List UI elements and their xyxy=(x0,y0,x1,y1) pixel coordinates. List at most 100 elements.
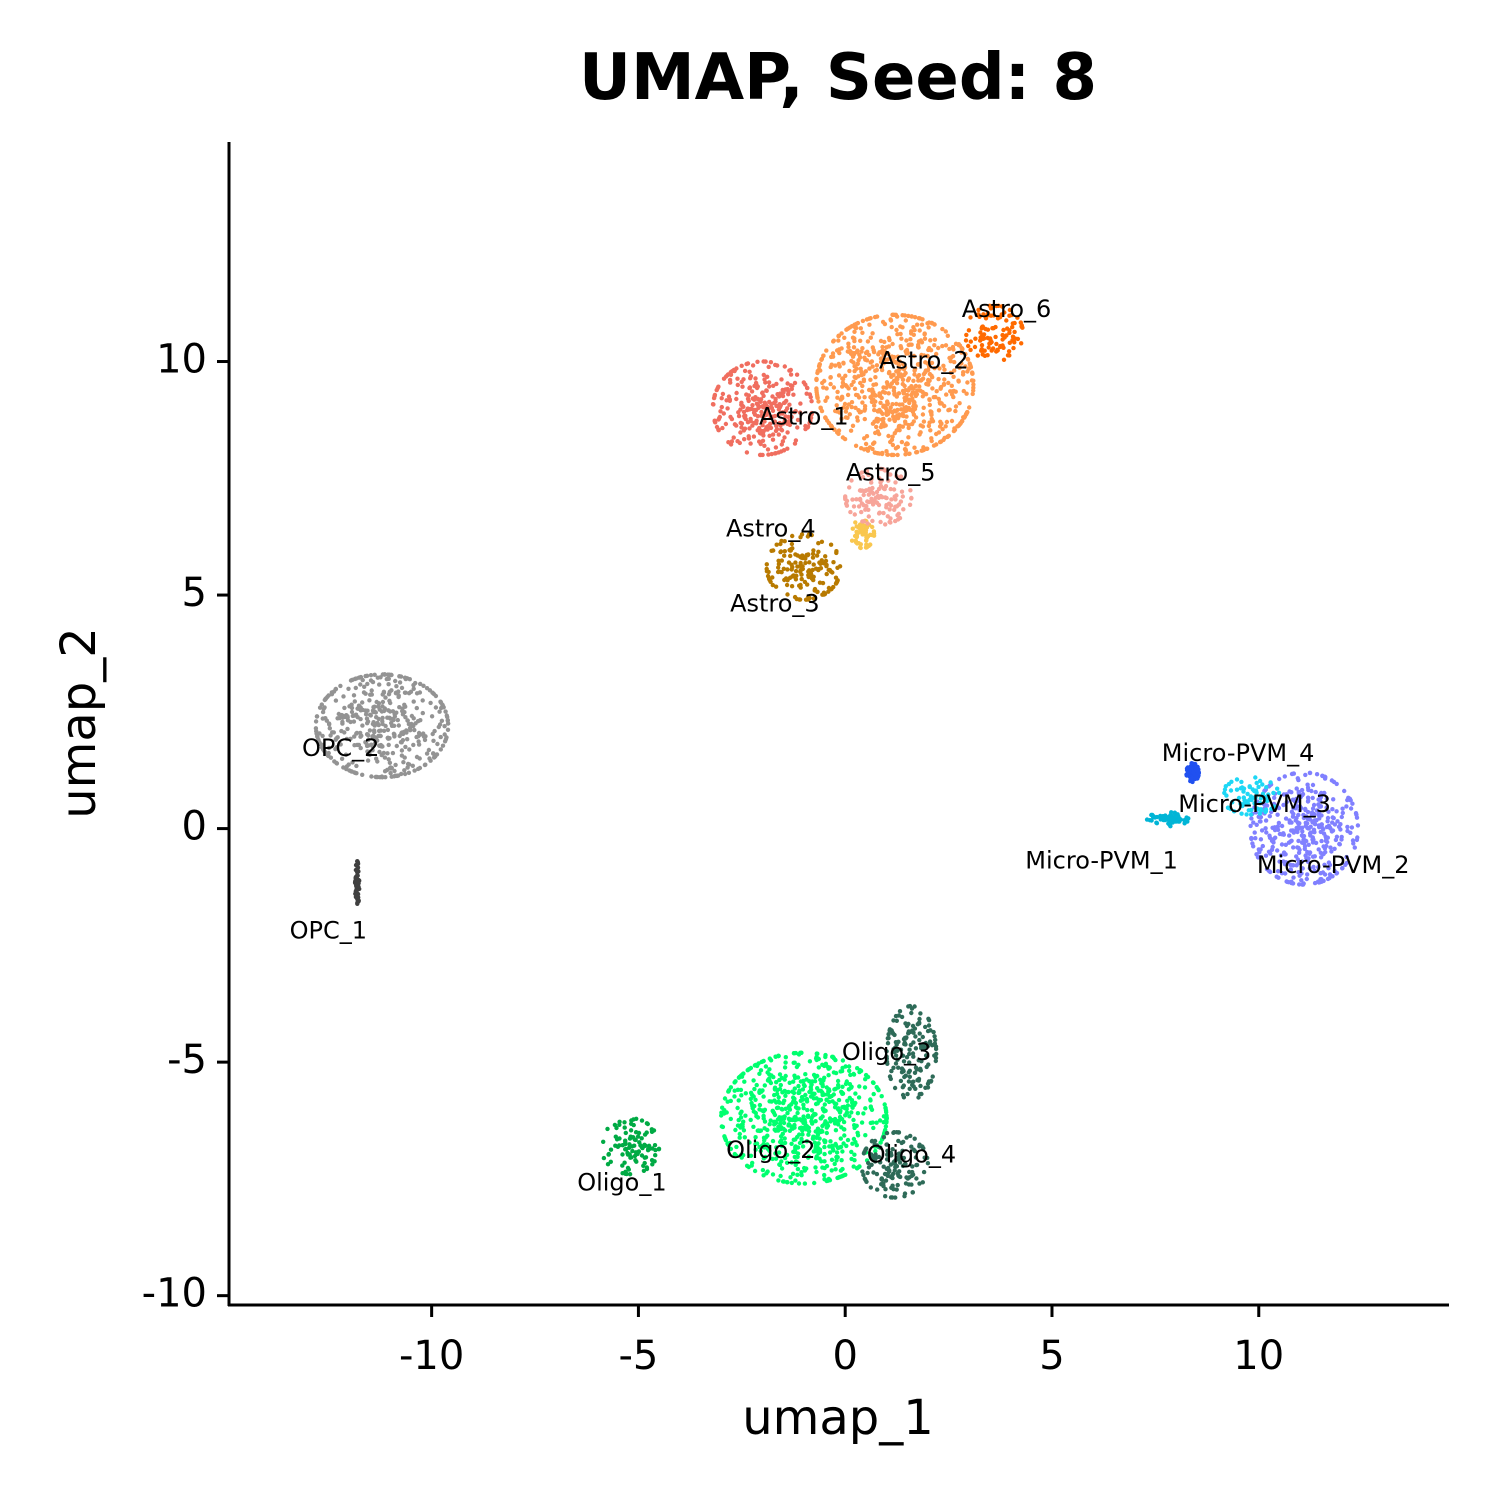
point xyxy=(342,705,347,711)
point xyxy=(1329,849,1334,854)
point xyxy=(1310,806,1316,811)
point xyxy=(1231,809,1237,814)
point xyxy=(860,318,866,324)
point xyxy=(851,1102,857,1108)
point xyxy=(860,475,866,480)
point xyxy=(847,485,852,490)
point xyxy=(1304,814,1309,819)
point xyxy=(917,384,922,389)
point xyxy=(851,1136,857,1142)
point xyxy=(1283,816,1289,821)
point xyxy=(1310,819,1316,824)
point xyxy=(870,364,875,369)
point xyxy=(947,346,952,352)
point xyxy=(904,1023,910,1029)
point xyxy=(883,1194,888,1199)
point xyxy=(843,1081,849,1087)
point xyxy=(773,445,779,450)
point xyxy=(1001,327,1006,333)
point xyxy=(898,474,904,479)
point xyxy=(747,426,752,431)
point xyxy=(1313,789,1318,795)
point xyxy=(759,409,764,415)
point xyxy=(903,370,908,376)
point xyxy=(841,405,846,410)
point xyxy=(797,1117,803,1122)
point xyxy=(770,432,776,437)
point xyxy=(776,558,781,563)
point xyxy=(894,1164,900,1169)
point xyxy=(963,338,969,343)
point xyxy=(911,378,916,383)
point xyxy=(1299,787,1305,793)
point xyxy=(368,673,374,678)
point xyxy=(845,415,850,420)
point xyxy=(776,1099,781,1104)
point xyxy=(808,418,813,423)
point xyxy=(895,377,900,382)
point xyxy=(894,1018,899,1023)
point xyxy=(971,378,976,383)
point xyxy=(390,750,396,756)
point xyxy=(908,337,913,342)
point xyxy=(957,365,962,370)
point xyxy=(1316,813,1322,818)
point xyxy=(936,345,941,351)
point xyxy=(393,678,398,684)
point xyxy=(799,576,804,582)
point xyxy=(741,377,746,382)
point xyxy=(887,519,892,525)
point xyxy=(823,1138,828,1144)
point xyxy=(787,547,792,553)
point xyxy=(1258,837,1264,842)
cluster-label-astro-2: Astro_2 xyxy=(879,347,969,375)
point xyxy=(1297,821,1302,826)
point xyxy=(761,1135,767,1141)
point xyxy=(951,374,956,379)
point xyxy=(1300,882,1306,887)
point xyxy=(1288,862,1293,867)
point xyxy=(855,393,860,398)
point xyxy=(844,1143,849,1149)
point xyxy=(728,442,734,447)
point xyxy=(889,497,894,502)
point xyxy=(863,1106,868,1111)
point xyxy=(384,676,389,682)
point xyxy=(1317,809,1322,815)
point xyxy=(792,574,797,579)
point xyxy=(846,1064,852,1069)
point xyxy=(362,684,367,689)
point xyxy=(871,533,877,538)
point xyxy=(915,322,920,327)
point xyxy=(714,424,720,430)
point xyxy=(909,1173,915,1179)
point xyxy=(1010,334,1016,339)
point xyxy=(806,532,812,537)
point xyxy=(905,1091,910,1097)
point xyxy=(1339,837,1344,842)
point xyxy=(942,377,947,382)
point xyxy=(1277,776,1282,782)
point xyxy=(860,527,865,532)
point xyxy=(902,1162,907,1167)
point xyxy=(601,1155,607,1161)
point xyxy=(1252,788,1257,794)
point xyxy=(776,1150,782,1155)
point xyxy=(777,1077,782,1083)
point xyxy=(910,1023,916,1029)
point xyxy=(850,526,855,531)
point xyxy=(925,1085,931,1090)
point xyxy=(939,401,944,406)
point xyxy=(1281,859,1286,864)
point xyxy=(391,717,396,723)
point xyxy=(866,514,871,519)
point xyxy=(727,377,733,383)
point xyxy=(866,1160,871,1166)
point xyxy=(870,524,875,530)
point xyxy=(427,756,432,761)
point xyxy=(353,685,358,691)
point xyxy=(1340,810,1346,816)
point xyxy=(382,755,388,760)
point xyxy=(431,751,436,756)
point xyxy=(964,411,969,416)
